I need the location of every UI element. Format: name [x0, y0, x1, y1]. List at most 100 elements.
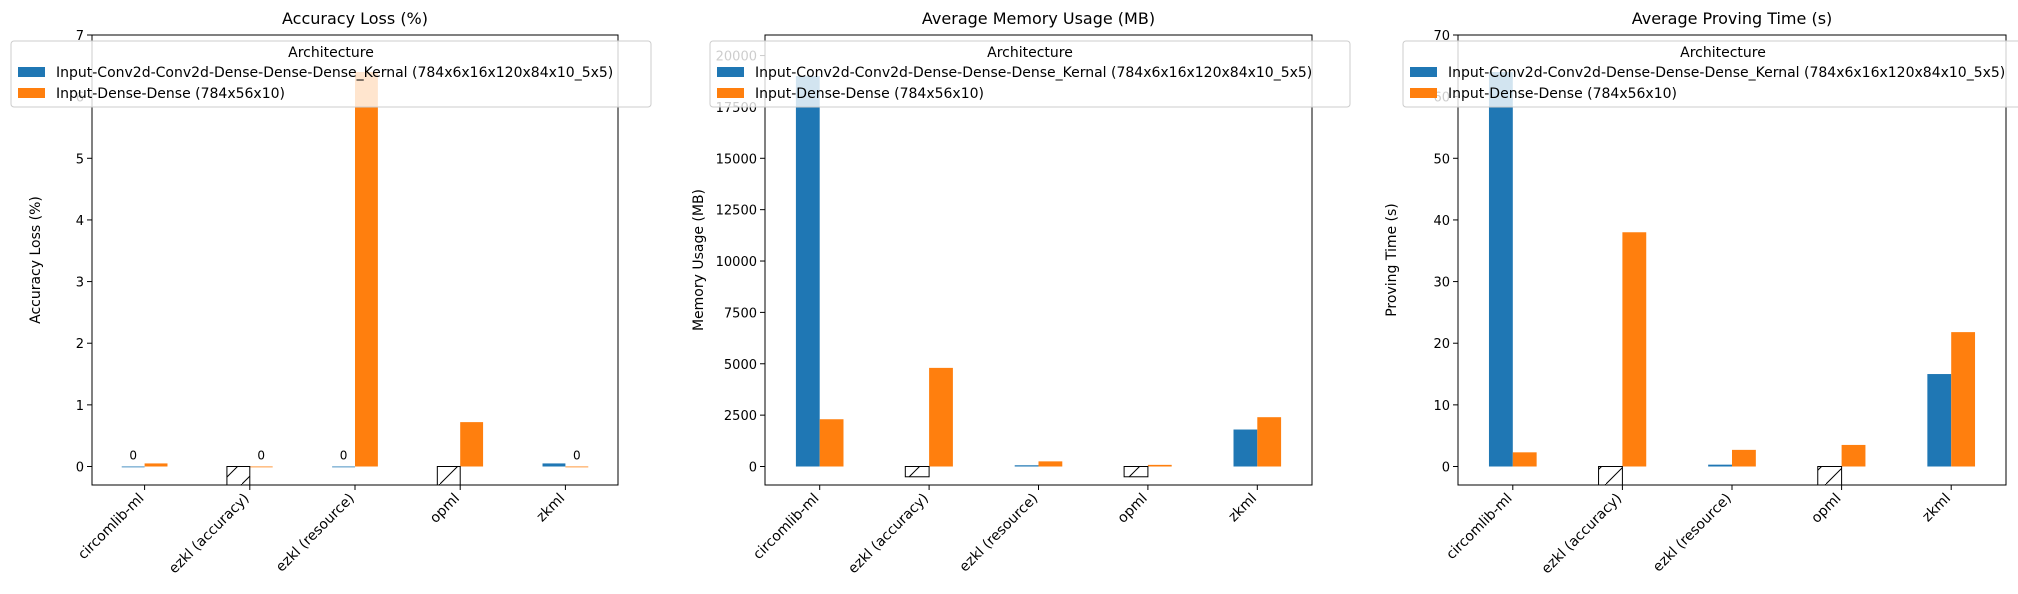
bar-opml-series-2	[460, 422, 484, 467]
y-tick-label: 12500	[716, 204, 757, 219]
legend-box	[10, 40, 652, 108]
missing-value-marker-2	[1817, 466, 1843, 486]
legend-label-series-2: Input-Dense-Dense (784x56x10)	[755, 86, 984, 102]
legend-label-series-1: Input-Conv2d-Conv2d-Dense-Dense-Dense_Ke…	[1448, 65, 2005, 81]
bar-ezkl-resource--series-1	[332, 466, 355, 468]
legend-box	[709, 40, 1351, 108]
x-tick-label: zkml	[1225, 491, 1260, 526]
bar-zkml-series-2	[1951, 332, 1976, 467]
y-tick-label: 5000	[724, 358, 757, 373]
chart-title: Average Memory Usage (MB)	[922, 9, 1155, 28]
y-tick-label: 50	[1433, 152, 1450, 167]
y-tick-label: 1	[76, 399, 84, 414]
missing-value-marker-1	[1598, 466, 1623, 486]
x-tick-label: opml	[1808, 491, 1844, 527]
bar-zkml-series-1	[1233, 429, 1258, 467]
y-tick-label: 2500	[724, 409, 757, 424]
legend-title: Architecture	[288, 45, 374, 61]
legend-label-series-1: Input-Conv2d-Conv2d-Dense-Dense-Dense_Ke…	[56, 65, 613, 81]
bar-ezkl-accuracy--series-2	[1622, 232, 1647, 467]
bar-zkml-series-2	[565, 466, 589, 468]
legend-swatch-series-2	[1410, 88, 1437, 98]
y-axis-label: Memory Usage (MB)	[691, 189, 707, 331]
bar-circomlib-ml-series-2	[1512, 452, 1537, 467]
y-tick-label: 7	[76, 29, 84, 44]
x-tick-label: zkml	[1919, 491, 1954, 526]
legend-title: Architecture	[987, 45, 1073, 61]
legend: Architecture Input-Conv2d-Conv2d-Dense-De…	[1402, 40, 2018, 108]
y-tick-label: 0	[749, 461, 757, 476]
bar-ezkl-resource--series-2	[355, 71, 378, 467]
x-tick-label: ezkl (accuracy)	[166, 491, 253, 578]
bar-value-label: 0	[573, 449, 581, 463]
legend: Architecture Input-Conv2d-Conv2d-Dense-De…	[709, 40, 1351, 108]
y-axis-label: Proving Time (s)	[1384, 203, 1400, 317]
legend-title: Architecture	[1680, 45, 1766, 61]
y-tick-label: 30	[1433, 276, 1450, 291]
legend-swatch-series-2	[18, 88, 45, 98]
legend-swatch-series-1	[1410, 67, 1437, 77]
y-tick-label: 40	[1433, 214, 1450, 229]
y-tick-label: 7500	[724, 306, 757, 321]
bar-ezkl-resource--series-1	[1708, 464, 1732, 467]
bar-circomlib-ml-series-2	[819, 419, 844, 467]
y-tick-label: 15000	[716, 152, 757, 167]
legend-swatch-series-2	[717, 88, 744, 98]
chart-title: Accuracy Loss (%)	[282, 9, 428, 28]
y-tick-label: 3	[76, 276, 84, 291]
x-tick-label: ezkl (resource)	[273, 491, 358, 576]
x-tick-label: opml	[427, 491, 463, 527]
x-tick-label: ezkl (accuracy)	[845, 491, 932, 578]
y-tick-label: 4	[76, 214, 84, 229]
bar-ezkl-resource--series-2	[1038, 461, 1063, 467]
bar-circomlib-ml-series-1	[121, 466, 145, 468]
bar-zkml-series-1	[1927, 374, 1952, 467]
y-tick-label: 2	[76, 337, 84, 352]
bar-ezkl-accuracy--series-2	[249, 466, 273, 468]
bar-ezkl-resource--series-1	[1014, 465, 1039, 467]
y-tick-label: 70	[1433, 29, 1450, 44]
bar-ezkl-accuracy--series-2	[929, 367, 953, 467]
x-tick-label: ezkl (resource)	[957, 491, 1042, 576]
x-tick-label: opml	[1115, 491, 1151, 527]
legend: Architecture Input-Conv2d-Conv2d-Dense-De…	[10, 40, 652, 108]
legend-swatch-series-1	[717, 67, 744, 77]
missing-value-marker-1	[904, 466, 930, 478]
x-tick-label: circomlib-ml	[75, 491, 147, 563]
x-tick-label: zkml	[534, 491, 569, 526]
legend-box	[1402, 40, 2018, 108]
x-tick-label: circomlib-ml	[1443, 491, 1515, 563]
bar-opml-series-2	[1147, 464, 1172, 467]
x-tick-label: circomlib-ml	[750, 491, 822, 563]
missing-value-marker-1	[226, 466, 251, 486]
x-tick-label: ezkl (accuracy)	[1539, 491, 1626, 578]
y-tick-label: 5	[76, 152, 84, 167]
bar-opml-series-2	[1841, 444, 1866, 467]
bar-zkml-series-2	[1257, 417, 1282, 467]
chart-title: Average Proving Time (s)	[1632, 9, 1833, 28]
missing-value-marker-2	[436, 466, 461, 486]
y-tick-label: 10	[1433, 399, 1450, 414]
y-tick-label: 10000	[716, 255, 757, 270]
bar-value-label: 0	[340, 449, 348, 463]
bar-circomlib-ml-series-1	[1488, 71, 1513, 467]
bar-circomlib-ml-series-2	[144, 463, 168, 467]
y-tick-label: 20	[1433, 337, 1450, 352]
legend-label-series-1: Input-Conv2d-Conv2d-Dense-Dense-Dense_Ke…	[755, 65, 1312, 81]
y-axis-label: Accuracy Loss (%)	[28, 196, 44, 324]
bar-circomlib-ml-series-1	[795, 76, 820, 467]
x-tick-label: ezkl (resource)	[1650, 491, 1735, 576]
legend-swatch-series-1	[18, 67, 45, 77]
chart-panel-2: 02500500075001000012500150001750020000ci…	[691, 9, 1351, 578]
legend-label-series-2: Input-Dense-Dense (784x56x10)	[56, 86, 285, 102]
bar-value-label: 0	[257, 449, 265, 463]
y-tick-label: 0	[1442, 461, 1450, 476]
missing-value-marker-2	[1123, 466, 1149, 478]
y-tick-label: 0	[76, 461, 84, 476]
legend-label-series-2: Input-Dense-Dense (784x56x10)	[1448, 86, 1677, 102]
bar-zkml-series-1	[542, 463, 566, 467]
